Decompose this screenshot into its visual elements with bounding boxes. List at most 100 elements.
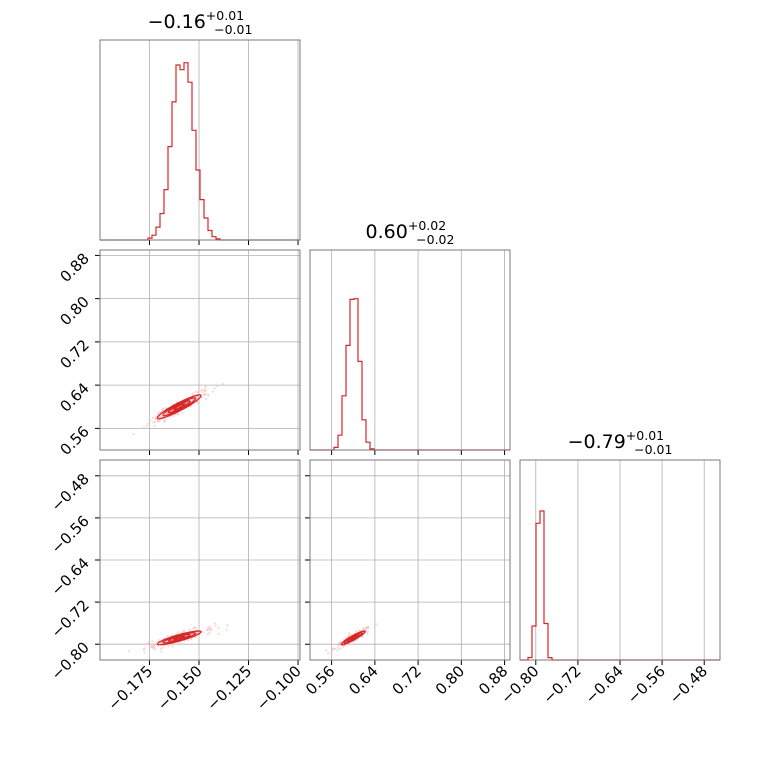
contour-line [156,394,202,420]
sample-point [200,389,203,392]
sample-point [204,397,208,400]
panel-p0-p1: 0.56 0.64 0.72 0.80 0.88 [56,249,301,459]
param-title-p1: 0.60+0.02 −0.02 [366,218,455,247]
sample-point [195,396,199,399]
sample-point [209,627,212,630]
sample-point [154,642,157,645]
sample-point [194,626,197,629]
contour-line [162,397,197,417]
y-tick-label: 0.72 [56,336,92,372]
sample-point [336,649,339,652]
sample-point [201,631,204,634]
sample-point [171,645,174,648]
sample-point [337,642,340,645]
sample-point [154,648,157,651]
panel-p2-p2: −0.80−0.72−0.64−0.56−0.48−0.79+0.01 −0.01 [497,428,721,707]
title-value: 0.60 [366,221,408,243]
sample-point [357,629,360,632]
sample-point [177,413,180,416]
title-plus-error: +0.01 [206,8,244,23]
sample-point [159,411,162,414]
param-title-p2: −0.79+0.01 −0.01 [568,428,673,457]
sample-point [204,385,207,388]
sample-point [203,389,207,392]
sample-point [153,424,156,427]
sample-point [181,412,184,415]
y-tick-label: −0.72 [48,596,93,641]
contour-line [162,632,197,644]
sample-point [213,622,216,625]
sample-point [339,640,342,644]
sample-point [361,635,364,638]
title-minus-error: −0.02 [416,232,454,247]
density-fill [162,397,196,416]
sample-point [142,426,146,429]
sample-point [150,646,153,649]
sample-point [366,626,369,629]
sample-point [341,645,345,648]
histogram-p1 [310,298,510,451]
x-tick-label: −0.125 [203,662,255,714]
sample-point [153,644,156,647]
sample-point [197,391,200,394]
panel-p0-p0: −0.16+0.01 −0.01 [99,8,301,245]
sample-point [154,417,157,420]
panel-p1-p2: 0.56 0.64 0.72 0.80 0.88 [302,459,511,698]
title-minus-error: −0.01 [214,22,252,37]
y-tick-label: 0.64 [56,379,92,415]
sample-point [325,649,328,652]
sample-point [221,382,224,385]
sample-point [355,630,358,633]
x-tick-label: −0.48 [666,662,711,707]
sample-point [147,422,150,425]
sample-point [337,646,340,650]
y-tick-label: −0.48 [48,470,93,515]
density-fill [173,636,185,640]
sample-point [216,385,219,388]
sample-point [156,412,159,415]
sample-point [334,647,337,651]
sample-point [166,634,170,638]
histogram-p0 [100,62,300,241]
panels-layer: −0.16+0.01 −0.010.560.640.720.800.880.60+… [48,8,721,714]
panel-p1-p1: 0.60+0.02 −0.02 [309,218,511,455]
sample-point [204,393,207,396]
x-tick-label: −0.150 [154,662,206,714]
sample-point [226,624,229,627]
sample-point [151,416,154,419]
sample-point [348,632,351,635]
x-tick-label: −0.100 [253,662,305,714]
title-value: −0.16 [148,11,206,33]
x-tick-label: −0.175 [104,662,156,714]
sample-point [161,408,164,411]
sample-point [194,636,197,639]
panel-p0-p2: −0.175−0.150−0.125−0.100−0.80−0.72−0.64−… [48,459,305,714]
sample-point [157,639,160,642]
sample-point [188,628,192,631]
panel-frame [99,249,301,451]
contour-line [173,635,186,641]
panel-frame [519,459,721,661]
sample-point [167,645,170,648]
sample-point [187,639,190,642]
panel-frame [309,459,511,661]
title-plus-error: +0.02 [408,218,446,233]
sample-point [145,424,148,427]
sample-point [206,628,209,631]
sample-point [225,628,228,632]
sample-point [207,626,210,629]
sample-point [163,419,166,422]
sample-point [213,387,216,390]
title-plus-error: +0.01 [626,428,664,443]
contour-line [340,630,366,646]
y-tick-label: −0.80 [48,638,93,683]
sample-point [182,630,185,633]
sample-point [132,433,135,436]
sample-point [156,419,159,422]
sample-point [204,387,207,390]
x-tick-label: 0.64 [345,662,381,698]
sample-point [152,647,155,650]
panel-frame [99,459,301,661]
x-tick-label: −0.56 [624,662,669,707]
